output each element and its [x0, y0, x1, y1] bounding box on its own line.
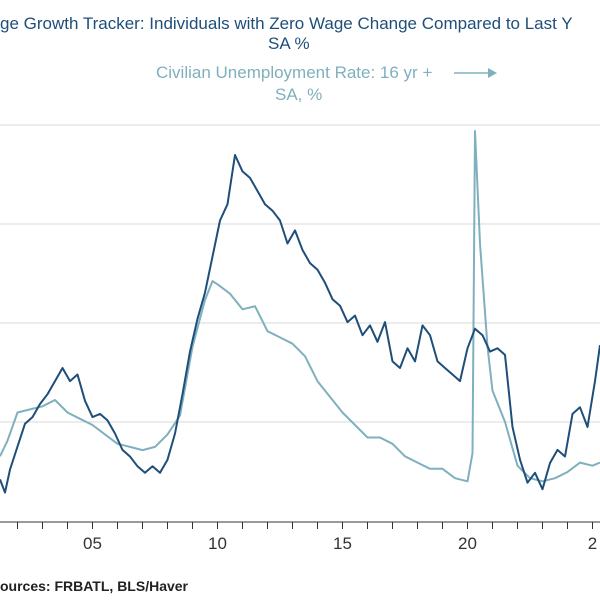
right-arrow-icon: [454, 68, 497, 78]
x-tick-label: 2: [588, 534, 597, 553]
source-note: ources: FRBATL, BLS/Haver: [0, 578, 188, 594]
unemployment-rate-line: [0, 130, 600, 483]
x-tick-label: 15: [333, 534, 352, 553]
legend-wage-line1: ge Growth Tracker: Individuals with Zero…: [0, 14, 573, 33]
x-tick-label: 20: [458, 534, 477, 553]
wage-tracker-line: [0, 154, 600, 494]
legend-wage-line2: SA %: [268, 34, 310, 53]
x-tick-label: 05: [83, 534, 102, 553]
x-tick-label: 10: [208, 534, 227, 553]
x-axis-ticks: 05 10 15 20 2: [17, 522, 597, 553]
gridlines: [0, 124, 600, 423]
legend-unemp-line2: SA, %: [275, 85, 323, 104]
legend-unemp-line1: Civilian Unemployment Rate: 16 yr +: [156, 63, 433, 82]
